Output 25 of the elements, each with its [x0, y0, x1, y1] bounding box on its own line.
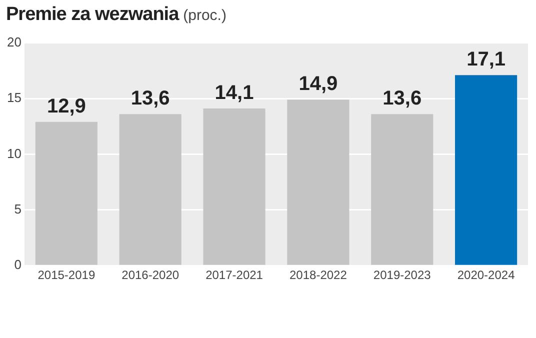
data-label: 13,6 [130, 88, 170, 110]
chart-subtitle: (proc.) [183, 7, 226, 24]
y-tick-label: 15 [6, 90, 22, 106]
y-tick-label: 0 [14, 257, 22, 272]
x-tick-label: 2020-2024 [457, 268, 516, 282]
x-tick-label: 2016-2020 [122, 268, 180, 282]
x-tick-label: 2018-2022 [289, 268, 348, 282]
bar [119, 114, 182, 265]
data-label: 13,6 [382, 88, 422, 110]
bar [371, 114, 434, 265]
x-tick-label: 2017-2021 [206, 268, 264, 282]
bar [455, 75, 518, 265]
data-label: 14,1 [214, 82, 254, 104]
data-label: 17,1 [466, 48, 506, 71]
y-tick-label: 10 [6, 146, 22, 161]
y-tick-label: 5 [14, 201, 22, 216]
bar [203, 108, 266, 265]
x-tick-label: 2019-2023 [373, 268, 432, 282]
x-tick-label: 2015-2019 [38, 268, 96, 282]
chart-title: Premie za wezwania [6, 4, 179, 25]
data-label: 14,9 [298, 73, 338, 96]
y-tick-label: 20 [6, 34, 22, 50]
bar [287, 100, 350, 265]
data-label: 12,9 [46, 95, 86, 118]
bar [35, 122, 98, 265]
